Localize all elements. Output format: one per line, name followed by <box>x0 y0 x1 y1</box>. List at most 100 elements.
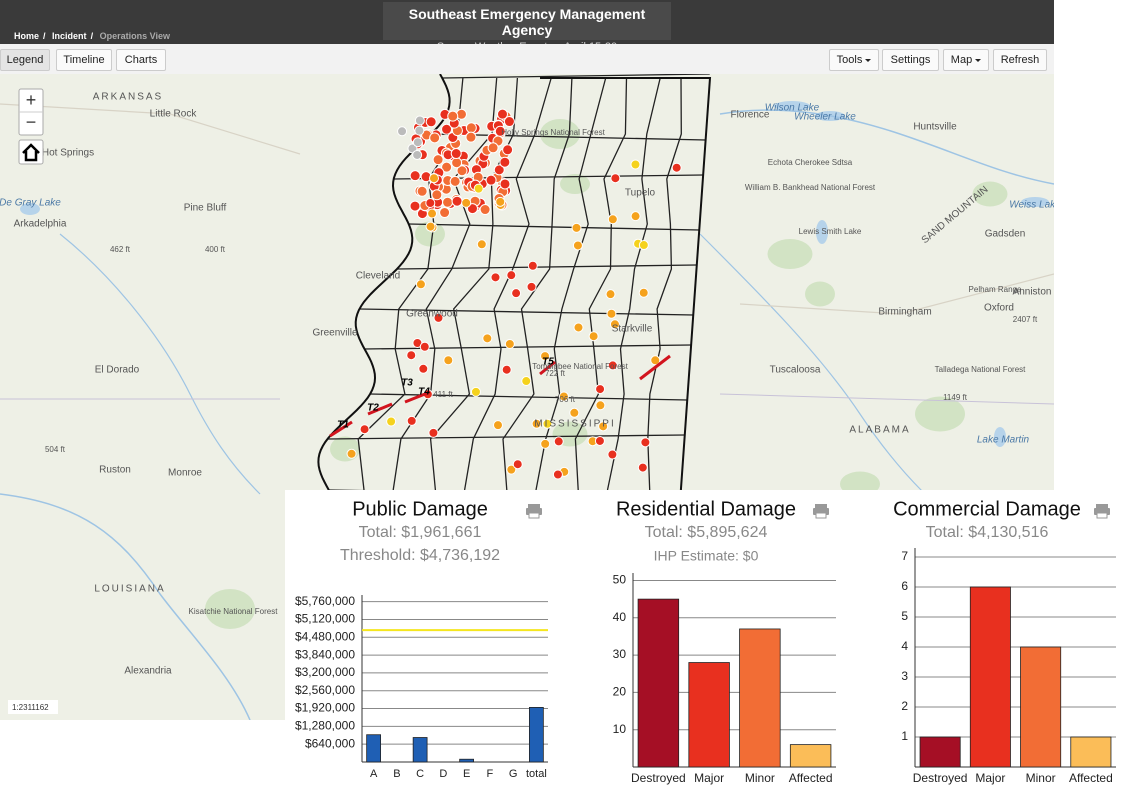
refresh-button[interactable]: Refresh <box>993 49 1047 71</box>
incident-marker[interactable] <box>448 111 458 121</box>
incident-marker[interactable] <box>553 470 562 479</box>
print-icon[interactable] <box>529 513 539 518</box>
incident-marker[interactable] <box>428 209 437 218</box>
legend-button[interactable]: Legend <box>0 49 50 71</box>
incident-marker[interactable] <box>451 149 461 159</box>
breadcrumb-current: Operations View <box>100 31 170 41</box>
zoom-in-button[interactable]: + <box>26 90 37 110</box>
incident-marker[interactable] <box>596 401 605 410</box>
print-icon[interactable] <box>1097 513 1107 518</box>
print-icon[interactable] <box>1096 504 1108 508</box>
incident-marker[interactable] <box>513 460 522 469</box>
incident-marker[interactable] <box>444 356 453 365</box>
incident-marker[interactable] <box>639 288 648 297</box>
incident-marker[interactable] <box>410 201 420 211</box>
incident-marker[interactable] <box>443 197 453 207</box>
incident-marker[interactable] <box>500 157 510 167</box>
incident-marker[interactable] <box>474 184 483 193</box>
incident-marker[interactable] <box>631 212 640 221</box>
incident-marker[interactable] <box>415 126 424 135</box>
incident-marker[interactable] <box>483 334 492 343</box>
incident-marker[interactable] <box>672 163 681 172</box>
incident-marker[interactable] <box>554 437 563 446</box>
print-icon[interactable] <box>815 504 827 508</box>
incident-marker[interactable] <box>502 365 511 374</box>
incident-marker[interactable] <box>500 179 510 189</box>
tools-button[interactable]: Tools <box>829 49 879 71</box>
incident-marker[interactable] <box>570 408 579 417</box>
incident-marker[interactable] <box>639 241 648 250</box>
incident-marker[interactable] <box>611 174 620 183</box>
incident-marker[interactable] <box>466 132 476 142</box>
incident-marker[interactable] <box>429 428 438 437</box>
incident-marker[interactable] <box>407 351 416 360</box>
incident-marker[interactable] <box>572 223 581 232</box>
incident-marker[interactable] <box>589 332 598 341</box>
incident-marker[interactable] <box>471 387 480 396</box>
incident-marker[interactable] <box>413 150 422 159</box>
incident-marker[interactable] <box>522 377 531 386</box>
incident-marker[interactable] <box>407 416 416 425</box>
incident-marker[interactable] <box>512 289 521 298</box>
incident-marker[interactable] <box>430 174 439 183</box>
incident-marker[interactable] <box>387 417 396 426</box>
incident-marker[interactable] <box>631 160 640 169</box>
breadcrumb[interactable]: Incident <box>52 31 87 41</box>
incident-marker[interactable] <box>417 186 427 196</box>
incident-marker[interactable] <box>497 109 507 119</box>
incident-marker[interactable] <box>433 155 443 165</box>
incident-marker[interactable] <box>415 116 424 125</box>
incident-marker[interactable] <box>426 199 435 208</box>
charts-button[interactable]: Charts <box>116 49 166 71</box>
chart-subtitle: Total: $4,130,516 <box>926 524 1049 541</box>
incident-marker[interactable] <box>573 241 582 250</box>
incident-marker[interactable] <box>450 176 460 186</box>
zoom-out-button[interactable]: − <box>26 112 37 132</box>
incident-marker[interactable] <box>486 175 496 185</box>
settings-button[interactable]: Settings <box>882 49 939 71</box>
incident-marker[interactable] <box>503 145 513 155</box>
incident-marker[interactable] <box>638 463 647 472</box>
incident-marker[interactable] <box>420 342 429 351</box>
incident-marker[interactable] <box>641 438 650 447</box>
incident-marker[interactable] <box>574 323 583 332</box>
incident-marker[interactable] <box>419 364 428 373</box>
incident-marker[interactable] <box>608 450 617 459</box>
incident-marker[interactable] <box>413 138 422 147</box>
incident-marker[interactable] <box>608 215 617 224</box>
incident-marker[interactable] <box>430 133 440 143</box>
incident-marker[interactable] <box>426 222 435 231</box>
incident-marker[interactable] <box>432 190 442 200</box>
breadcrumb[interactable]: Home <box>14 31 39 41</box>
incident-marker[interactable] <box>477 240 486 249</box>
incident-marker[interactable] <box>462 198 471 207</box>
incident-marker[interactable] <box>527 282 536 291</box>
incident-marker[interactable] <box>488 143 498 153</box>
incident-marker[interactable] <box>491 273 500 282</box>
print-icon[interactable] <box>528 504 540 508</box>
incident-marker[interactable] <box>398 127 407 136</box>
incident-marker[interactable] <box>410 171 420 181</box>
timeline-button[interactable]: Timeline <box>56 49 112 71</box>
incident-marker[interactable] <box>493 421 502 430</box>
incident-marker[interactable] <box>416 280 425 289</box>
incident-marker[interactable] <box>480 205 490 215</box>
incident-marker[interactable] <box>595 436 604 445</box>
incident-marker[interactable] <box>360 425 369 434</box>
incident-marker[interactable] <box>606 290 615 299</box>
incident-marker[interactable] <box>607 309 616 318</box>
incident-marker[interactable] <box>347 449 356 458</box>
incident-marker[interactable] <box>440 208 450 218</box>
incident-marker[interactable] <box>452 158 462 168</box>
incident-marker[interactable] <box>466 123 476 133</box>
print-icon[interactable] <box>816 513 826 518</box>
incident-marker[interactable] <box>505 339 514 348</box>
incident-marker[interactable] <box>507 271 516 280</box>
incident-marker[interactable] <box>596 385 605 394</box>
incident-marker[interactable] <box>541 439 550 448</box>
incident-marker[interactable] <box>528 261 537 270</box>
incident-marker[interactable] <box>452 196 462 206</box>
incident-marker[interactable] <box>426 117 436 127</box>
incident-marker[interactable] <box>496 197 505 206</box>
map-button[interactable]: Map <box>943 49 989 71</box>
